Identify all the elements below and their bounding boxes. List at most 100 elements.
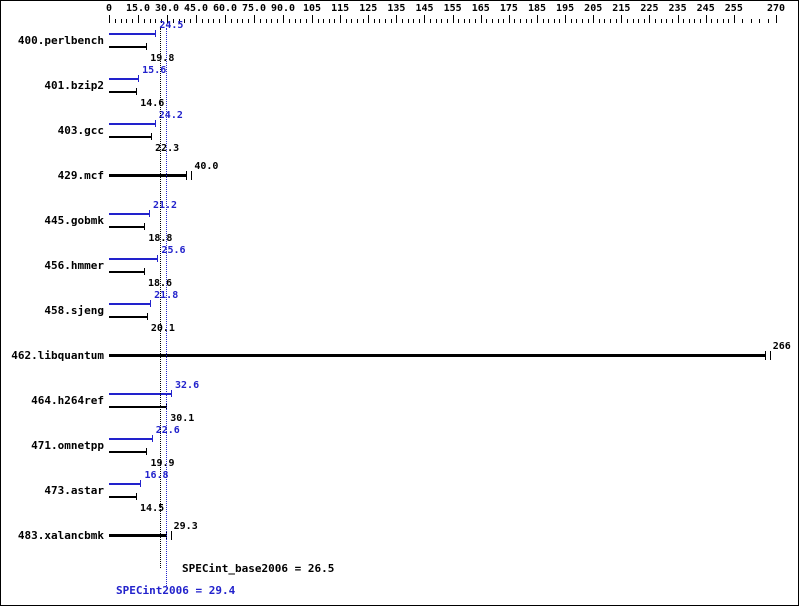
axis-tick-minor bbox=[582, 19, 583, 23]
benchmark-label: 464.h264ref bbox=[31, 394, 104, 407]
benchmark-label: 401.bzip2 bbox=[44, 79, 104, 92]
axis-tick-minor bbox=[666, 19, 667, 23]
axis-tick-minor bbox=[266, 19, 267, 23]
benchmark-label: 471.omnetpp bbox=[31, 439, 104, 452]
peak-bar bbox=[109, 258, 159, 260]
benchmark-label: 403.gcc bbox=[57, 124, 104, 137]
axis-tick-minor bbox=[173, 19, 174, 23]
axis-tick-label: 195 bbox=[556, 3, 575, 14]
axis-tick-major bbox=[481, 15, 482, 23]
axis-tick-minor bbox=[408, 19, 409, 23]
base-bar-endcap bbox=[144, 223, 146, 230]
axis-tick-minor bbox=[672, 19, 673, 23]
axis-tick-minor bbox=[559, 19, 560, 23]
axis-tick-minor bbox=[751, 19, 752, 23]
axis-tick-label: 215 bbox=[612, 3, 631, 14]
base-value-label: 19.9 bbox=[150, 458, 175, 469]
combined-bar-endcap bbox=[170, 531, 172, 540]
axis-tick-minor bbox=[346, 19, 347, 23]
axis-tick-minor bbox=[179, 19, 180, 23]
axis-tick-major bbox=[593, 15, 594, 23]
axis-tick-minor bbox=[469, 19, 470, 23]
axis-tick-minor bbox=[447, 19, 448, 23]
axis-tick-minor bbox=[419, 19, 420, 23]
axis-tick-minor bbox=[430, 19, 431, 23]
axis-tick-minor bbox=[385, 19, 386, 23]
axis-tick-label: 205 bbox=[584, 3, 603, 14]
axis-tick-minor bbox=[464, 19, 465, 23]
axis-tick-label: 165 bbox=[471, 3, 490, 14]
axis-tick-minor bbox=[728, 19, 729, 23]
axis-tick-minor bbox=[711, 19, 712, 23]
axis-tick-major bbox=[396, 15, 397, 23]
axis-tick-label: 155 bbox=[443, 3, 462, 14]
axis-tick-minor bbox=[436, 19, 437, 23]
base-value-label: 20.1 bbox=[150, 323, 175, 334]
axis-tick-minor bbox=[295, 19, 296, 23]
base-value-label: 19.8 bbox=[150, 53, 175, 64]
axis-tick-minor bbox=[208, 19, 209, 23]
axis-tick-minor bbox=[683, 19, 684, 23]
base-bar bbox=[109, 91, 138, 93]
axis-tick-minor bbox=[306, 19, 307, 23]
axis-tick-minor bbox=[759, 19, 760, 23]
benchmark-label: 473.astar bbox=[44, 484, 104, 497]
base-bar bbox=[109, 226, 146, 228]
peak-bar-endcap bbox=[148, 210, 150, 217]
base-bar-endcap bbox=[136, 493, 138, 500]
peak-bar bbox=[109, 303, 152, 305]
peak-bar-endcap bbox=[138, 75, 140, 82]
axis-tick-minor bbox=[644, 19, 645, 23]
axis-tick-label: 225 bbox=[640, 3, 659, 14]
axis-tick-major bbox=[649, 15, 650, 23]
axis-tick-label: 60.0 bbox=[212, 3, 238, 14]
axis-tick-minor bbox=[514, 19, 515, 23]
combined-bar bbox=[109, 354, 765, 357]
axis-tick-minor bbox=[413, 19, 414, 23]
axis-tick-minor bbox=[121, 19, 122, 23]
axis-tick-major bbox=[340, 15, 341, 23]
axis-tick-minor bbox=[242, 19, 243, 23]
peak-bar-endcap bbox=[150, 300, 152, 307]
axis-tick-minor bbox=[115, 19, 116, 23]
axis-tick-label: 175 bbox=[499, 3, 518, 14]
benchmark-label: 429.mcf bbox=[57, 169, 104, 182]
axis-tick-minor bbox=[554, 19, 555, 23]
axis-tick-label: 45.0 bbox=[183, 3, 209, 14]
peak-value-label: 24.5 bbox=[159, 20, 184, 31]
axis-tick-minor bbox=[357, 19, 358, 23]
axis-tick-minor bbox=[616, 19, 617, 23]
combined-value-label: 29.3 bbox=[173, 521, 198, 532]
base-value-label: 14.5 bbox=[140, 503, 165, 514]
axis-tick-minor bbox=[161, 19, 162, 23]
axis-tick-minor bbox=[638, 19, 639, 23]
axis-tick-label: 90.0 bbox=[270, 3, 296, 14]
benchmark-label: 483.xalancbmk bbox=[17, 529, 104, 542]
axis-tick-major bbox=[283, 15, 284, 23]
axis-tick-major bbox=[254, 15, 255, 23]
axis-tick-minor bbox=[441, 19, 442, 23]
peak-value-label: 24.2 bbox=[158, 110, 183, 121]
axis-tick-minor bbox=[700, 19, 701, 23]
axis-tick-minor bbox=[531, 19, 532, 23]
axis-tick-minor bbox=[503, 19, 504, 23]
axis-tick-label: 30.0 bbox=[154, 3, 180, 14]
benchmark-label: 456.hmmer bbox=[44, 259, 104, 272]
peak-value-label: 21.2 bbox=[152, 200, 178, 211]
base-bar-endcap bbox=[136, 88, 138, 95]
peak-bar-endcap bbox=[140, 480, 142, 487]
axis-tick-major bbox=[706, 15, 707, 23]
peak-bar bbox=[109, 78, 140, 80]
peak-mean-line bbox=[166, 28, 167, 586]
combined-bar-endcap bbox=[769, 351, 771, 360]
axis-tick-minor bbox=[379, 19, 380, 23]
axis-tick-label: 125 bbox=[359, 3, 378, 14]
axis-tick-minor bbox=[543, 19, 544, 23]
axis-tick-label: 245 bbox=[696, 3, 715, 14]
axis-tick-label: 15.0 bbox=[125, 3, 151, 14]
base-bar bbox=[109, 406, 168, 408]
axis-tick-minor bbox=[694, 19, 695, 23]
benchmark-label: 400.perlbench bbox=[17, 34, 104, 47]
axis-tick-minor bbox=[402, 19, 403, 23]
